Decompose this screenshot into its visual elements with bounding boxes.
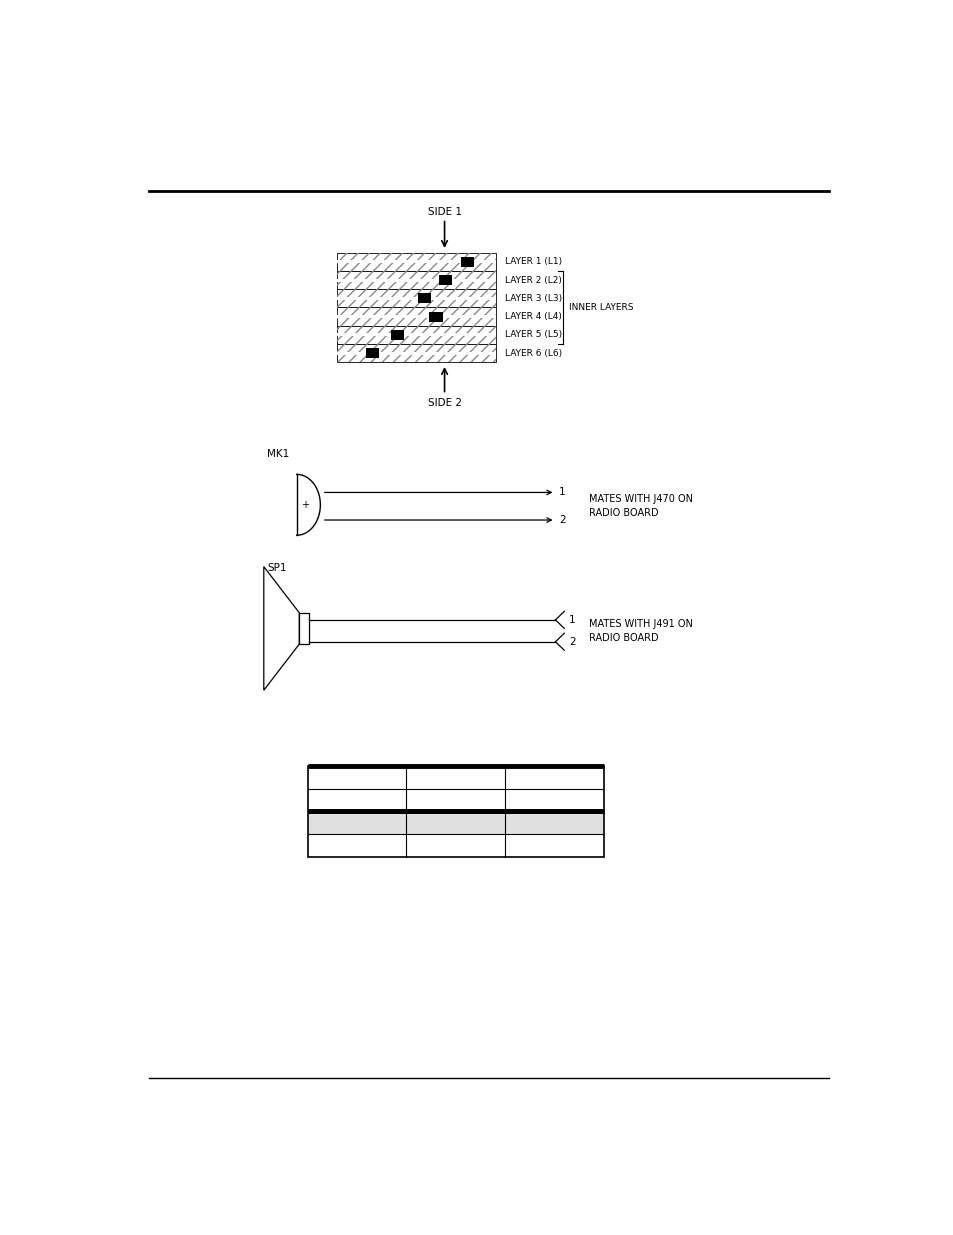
- Text: SIDE 1: SIDE 1: [427, 206, 461, 216]
- Text: MATES WITH J491 ON
RADIO BOARD: MATES WITH J491 ON RADIO BOARD: [588, 619, 692, 642]
- Text: +: +: [300, 500, 309, 510]
- Bar: [308, 766, 603, 857]
- Bar: [337, 253, 496, 270]
- Bar: [406, 834, 504, 857]
- Text: LAYER 4 (L4): LAYER 4 (L4): [505, 312, 561, 321]
- Text: 1: 1: [568, 615, 575, 625]
- Bar: [308, 834, 406, 857]
- Bar: [337, 343, 496, 362]
- Bar: [308, 811, 406, 834]
- Bar: [308, 789, 406, 811]
- Text: SIDE 2: SIDE 2: [427, 399, 461, 409]
- Bar: [504, 834, 603, 857]
- Bar: [337, 308, 496, 326]
- Bar: [365, 348, 378, 358]
- Bar: [438, 275, 452, 285]
- Bar: [337, 289, 496, 308]
- Bar: [337, 261, 496, 263]
- Bar: [504, 789, 603, 811]
- Bar: [406, 766, 504, 789]
- Text: MATES WITH J470 ON
RADIO BOARD: MATES WITH J470 ON RADIO BOARD: [588, 494, 692, 519]
- Bar: [337, 343, 496, 362]
- Bar: [337, 270, 496, 289]
- Bar: [429, 311, 442, 321]
- Text: 1: 1: [558, 488, 565, 498]
- Bar: [337, 326, 496, 343]
- Bar: [337, 352, 496, 354]
- Bar: [337, 333, 496, 336]
- Bar: [337, 308, 496, 326]
- Bar: [460, 257, 474, 267]
- Text: LAYER 1 (L1): LAYER 1 (L1): [505, 257, 561, 267]
- Text: LAYER 2 (L2): LAYER 2 (L2): [505, 275, 561, 284]
- Bar: [337, 270, 496, 289]
- Text: 2: 2: [568, 637, 575, 647]
- Text: INNER LAYERS: INNER LAYERS: [568, 303, 633, 312]
- Bar: [391, 330, 404, 340]
- Bar: [406, 789, 504, 811]
- Bar: [337, 296, 496, 300]
- Text: LAYER 3 (L3): LAYER 3 (L3): [505, 294, 561, 303]
- Bar: [504, 766, 603, 789]
- Bar: [337, 289, 496, 308]
- Text: LAYER 6 (L6): LAYER 6 (L6): [505, 348, 561, 358]
- Bar: [337, 315, 496, 319]
- Bar: [406, 811, 504, 834]
- Text: LAYER 5 (L5): LAYER 5 (L5): [505, 330, 561, 340]
- Bar: [337, 253, 496, 270]
- Bar: [337, 326, 496, 343]
- Bar: [337, 279, 496, 282]
- Bar: [417, 294, 431, 304]
- Text: 2: 2: [558, 515, 565, 525]
- Bar: [504, 811, 603, 834]
- Text: MK1: MK1: [267, 450, 289, 459]
- Bar: [299, 613, 309, 645]
- Bar: [308, 766, 406, 789]
- Text: SP1: SP1: [267, 563, 286, 573]
